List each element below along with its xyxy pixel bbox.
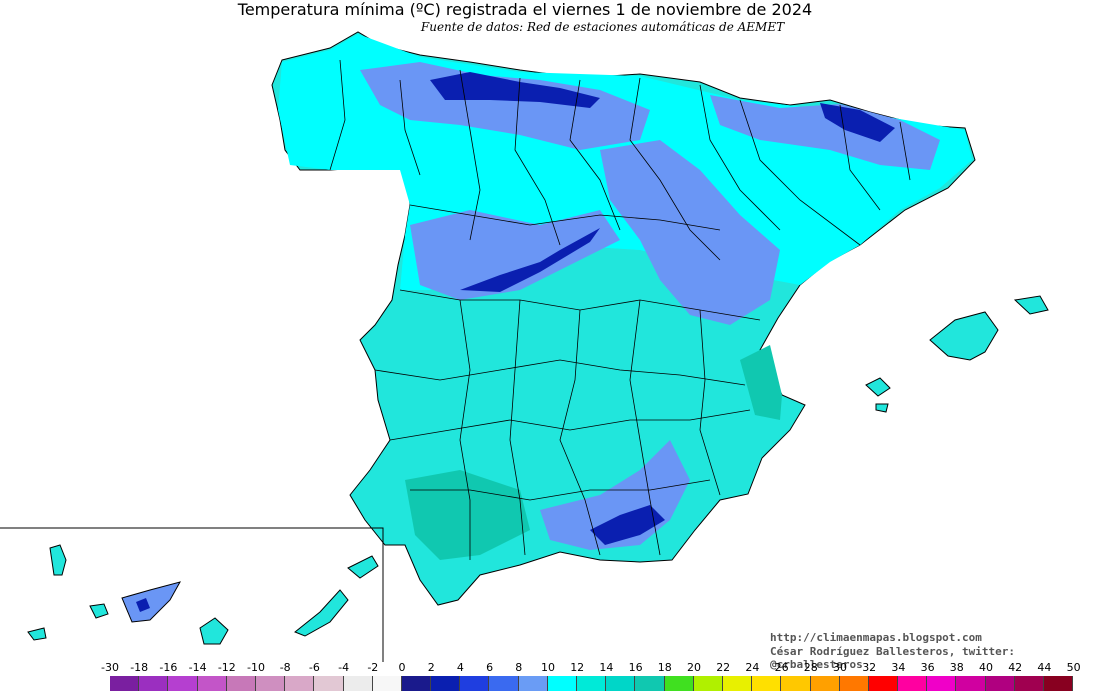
legend-label: 2: [427, 661, 435, 674]
ibiza-island: [865, 377, 891, 397]
legend-swatch: [168, 676, 198, 691]
la-gomera-island: [89, 603, 109, 619]
legend-label: -2: [367, 661, 379, 674]
legend-swatch: [606, 676, 636, 691]
legend-swatch: [927, 676, 957, 691]
legend-swatch: [343, 676, 373, 691]
legend-label: 16: [628, 661, 643, 674]
legend-label: 14: [599, 661, 614, 674]
author-credit: César Rodríguez Ballesteros, twitter: @c…: [770, 645, 1016, 671]
menorca-island: [1013, 295, 1049, 315]
legend-label: 32: [862, 661, 877, 674]
legend-swatch: [664, 676, 694, 691]
gredos-dark-zone: [460, 228, 600, 292]
legend-label: -4: [338, 661, 350, 674]
legend-swatch: [431, 676, 461, 691]
province-borders: [329, 59, 911, 560]
legend-label: 40: [979, 661, 993, 674]
legend-label: -14: [188, 661, 207, 674]
legend-swatch: [752, 676, 782, 691]
legend-swatch: [868, 676, 899, 691]
legend-label: -18: [130, 661, 149, 674]
legend-label: 42: [1008, 661, 1023, 674]
legend-label: 22: [716, 661, 731, 674]
legend-label: 44: [1037, 661, 1052, 674]
legend-label: 18: [657, 661, 672, 674]
legend-swatch: [314, 676, 344, 691]
tenerife-peak: [136, 598, 150, 612]
southwest-teal-zone: [405, 470, 530, 560]
iberian-system-cold-zone: [600, 140, 780, 325]
legend-swatch: [372, 676, 402, 691]
legend-label: 8: [515, 661, 523, 674]
lanzarote-island: [347, 555, 379, 579]
legend-swatch: [460, 676, 490, 691]
legend-swatch: [197, 676, 227, 691]
legend-swatch: [518, 676, 548, 691]
legend-swatch: [1044, 676, 1074, 691]
legend-label: 38: [949, 661, 964, 674]
legend-label: 24: [745, 661, 760, 674]
formentera-island: [875, 403, 889, 413]
legend-label: 26: [774, 661, 789, 674]
legend-label: 34: [891, 661, 906, 674]
legend-label: 10: [541, 661, 555, 674]
legend-swatch: [139, 676, 169, 691]
legend-swatch: [226, 676, 256, 691]
legend-swatch: [1014, 676, 1044, 691]
pyrenees-dark-zone: [820, 103, 895, 142]
legend-swatch: [255, 676, 286, 691]
legend-label: 50: [1066, 661, 1081, 674]
legend-label: -10: [247, 661, 265, 674]
legend-label: 6: [486, 661, 494, 674]
blog-credit: http://climaenmapas.blogspot.com: [770, 631, 982, 644]
sierra-nevada-dark-zone: [590, 505, 665, 545]
legend-label: -30: [101, 661, 119, 674]
legend-label: -6: [308, 661, 320, 674]
east-coast-teal-zone: [740, 345, 782, 420]
la-palma-island: [49, 544, 67, 576]
legend-swatch: [110, 676, 140, 691]
canary-inset-frame: [0, 527, 384, 662]
legend-color-bar: [110, 676, 1074, 691]
legend-label: 36: [920, 661, 935, 674]
legend-label: 4: [456, 661, 464, 674]
central-system-cold-zone: [410, 210, 620, 300]
legend-label: 28: [803, 661, 818, 674]
legend-label: 20: [687, 661, 701, 674]
legend-swatch: [401, 676, 432, 691]
picos-dark-zone: [430, 72, 600, 108]
legend-swatch: [722, 676, 753, 691]
fuerteventura-island: [294, 589, 349, 637]
legend-swatch: [693, 676, 723, 691]
tenerife-island: [121, 581, 182, 623]
legend-swatch: [547, 676, 577, 691]
map-title: Temperatura mínima (ºC) registrada el vi…: [237, 0, 813, 19]
legend-label: -16: [159, 661, 178, 674]
legend-swatch: [956, 676, 986, 691]
legend-label: 12: [570, 661, 585, 674]
legend-swatch: [577, 676, 607, 691]
legend-swatch: [898, 676, 928, 691]
legend-swatch: [285, 676, 315, 691]
legend-swatch: [985, 676, 1015, 691]
legend-label: 0: [398, 661, 406, 674]
legend-swatch: [489, 676, 519, 691]
legend-label: -12: [217, 661, 236, 674]
legend-label: 30: [833, 661, 847, 674]
legend-swatch: [839, 676, 869, 691]
mallorca-island: [929, 311, 999, 361]
legend-swatch: [810, 676, 840, 691]
cantabrian-cold-zone: [360, 62, 650, 150]
el-hierro-island: [27, 627, 47, 641]
legend-swatch: [635, 676, 665, 691]
legend-label: -8: [279, 661, 291, 674]
pyrenees-cold-zone: [710, 95, 940, 170]
gran-canaria-island: [199, 617, 229, 645]
legend-swatch: [781, 676, 811, 691]
map-subtitle: Fuente de datos: Red de estaciones autom…: [420, 20, 785, 34]
legend-labels: -30 -18 -16 -14 -12 -10 -8 -6 -4 -2 0 2 4 6 8 10 12 14 16 1…: [0, 661, 1098, 677]
